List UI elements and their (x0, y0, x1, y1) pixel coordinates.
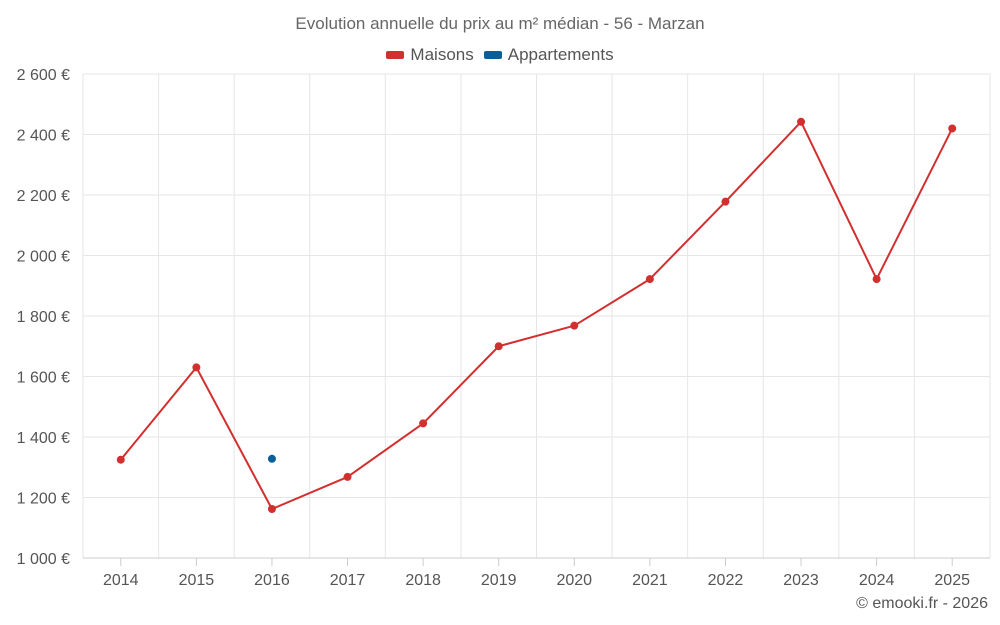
data-point-maisons (494, 342, 503, 351)
y-tick-label: 2 600 € (17, 67, 70, 84)
y-tick-label: 2 200 € (17, 188, 70, 205)
legend: Maisons Appartements (0, 45, 1000, 65)
data-point-maisons (797, 117, 806, 126)
y-tick-label: 2 000 € (17, 249, 70, 266)
x-tick-label: 2020 (556, 572, 592, 589)
y-tick-label: 2 400 € (17, 128, 70, 145)
legend-item-appartements[interactable]: Appartements (483, 45, 614, 65)
chart-title: Evolution annuelle du prix au m² médian … (295, 14, 705, 33)
legend-swatch-maisons (386, 51, 405, 59)
x-tick-label: 2018 (405, 572, 441, 589)
data-point-maisons (267, 504, 276, 513)
y-tick-label: 1 000 € (17, 551, 70, 568)
data-point-maisons (872, 275, 881, 284)
x-tick-label: 2014 (103, 572, 139, 589)
data-point-appartements (267, 454, 276, 463)
data-point-maisons (343, 472, 352, 481)
legend-item-maisons[interactable]: Maisons (386, 45, 474, 65)
x-tick-label: 2022 (708, 572, 744, 589)
y-tick-label: 1 800 € (17, 309, 70, 326)
x-tick-label: 2024 (859, 572, 895, 589)
legend-label-appartements: Appartements (507, 45, 614, 64)
data-point-maisons (192, 363, 201, 372)
credit-text: © emooki.fr - 2026 (856, 595, 988, 612)
x-tick-label: 2019 (481, 572, 517, 589)
data-point-maisons (116, 455, 125, 464)
data-point-maisons (645, 275, 654, 284)
data-point-maisons (948, 124, 957, 133)
x-tick-label: 2017 (330, 572, 366, 589)
legend-swatch-appartements (483, 51, 502, 59)
data-point-maisons (419, 419, 428, 428)
x-tick-label: 2023 (783, 572, 819, 589)
y-tick-label: 1 200 € (17, 491, 70, 508)
x-tick-label: 2015 (179, 572, 215, 589)
legend-label-maisons: Maisons (410, 45, 474, 64)
data-point-maisons (721, 197, 730, 206)
y-tick-label: 1 400 € (17, 430, 70, 447)
y-tick-label: 1 600 € (17, 370, 70, 387)
x-tick-label: 2016 (254, 572, 290, 589)
x-tick-label: 2025 (934, 572, 970, 589)
data-point-maisons (570, 321, 579, 330)
x-tick-label: 2021 (632, 572, 668, 589)
series-line-maisons (120, 120, 954, 510)
